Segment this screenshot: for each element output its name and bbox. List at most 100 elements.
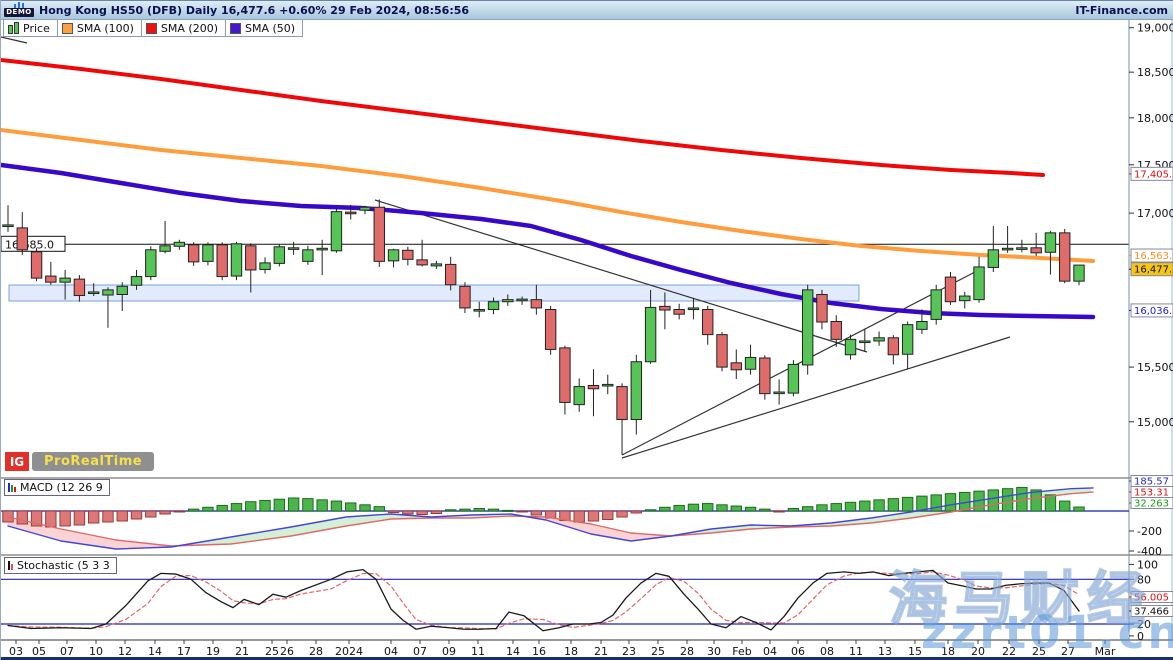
trendline[interactable]	[621, 336, 1011, 459]
candle	[887, 337, 900, 356]
candle	[687, 307, 700, 311]
candle	[901, 324, 914, 355]
macd-fill	[8, 517, 179, 549]
price-tag-label: 185.57	[1134, 477, 1169, 488]
date-label: 28	[680, 645, 694, 658]
macd-histogram-bar	[716, 504, 728, 512]
candle	[45, 275, 57, 283]
macd-histogram-bar	[744, 506, 757, 512]
macd-histogram-bar	[673, 504, 685, 512]
macd-histogram-bar	[587, 510, 600, 522]
date-label: Feb	[732, 645, 751, 658]
macd-histogram-bar	[230, 503, 243, 512]
sma200-layer	[1, 58, 1045, 177]
legend-sma100-button[interactable]: SMA (100)	[56, 19, 142, 37]
stochastic-tick-label: 0	[1137, 630, 1144, 643]
macd-histogram-bar	[859, 500, 871, 512]
price-tag-label: 17,405..	[1134, 169, 1173, 180]
candle	[759, 357, 771, 395]
macd-tick-label: -400	[1137, 545, 1162, 558]
macd-histogram-bar	[787, 508, 800, 512]
date-label: 06	[791, 645, 805, 658]
trendline[interactable]	[374, 199, 868, 353]
macd-histogram-bar	[487, 508, 500, 512]
sma50-line[interactable]	[1, 162, 1096, 320]
macd-histogram-bar	[287, 497, 300, 512]
macd-histogram-bar	[273, 498, 286, 512]
legend-price-button[interactable]: Price	[3, 19, 58, 37]
candle	[630, 361, 643, 421]
date-label: 25	[265, 645, 279, 658]
date-label: 04	[763, 645, 777, 658]
prorealtime-logo[interactable]: IG ProRealTime	[5, 452, 155, 471]
macd-histogram-bar	[502, 509, 514, 512]
macd-histogram-bar	[659, 506, 671, 512]
sma100-swatch-icon	[61, 22, 73, 34]
support-zone	[8, 284, 860, 302]
date-label: 21	[594, 645, 608, 658]
candle	[216, 244, 228, 278]
candle	[973, 266, 985, 301]
candle	[816, 293, 828, 323]
macd-histogram-bar	[1059, 500, 1071, 512]
date-label: 13	[878, 645, 892, 658]
macd-histogram-bar	[345, 502, 357, 512]
price-candle-icon	[8, 21, 19, 34]
date-label: 14	[506, 645, 520, 658]
price-tag-label: 56.005	[1134, 593, 1169, 604]
macd-histogram-bar	[116, 510, 128, 522]
legend-sma50-button[interactable]: SMA (50)	[225, 19, 304, 37]
date-label: 23	[622, 645, 636, 658]
candle	[487, 301, 500, 310]
candle	[30, 251, 43, 279]
sma100-line[interactable]	[1, 128, 1095, 263]
trendline[interactable]	[1, 36, 28, 44]
candle	[87, 291, 100, 295]
candle	[402, 249, 414, 260]
candle	[544, 308, 557, 350]
stochastic-panel-label[interactable]: Stochastic (5 3 3	[4, 557, 117, 574]
candle	[873, 337, 885, 342]
demo-badge: DEMO	[4, 2, 34, 17]
sma200-line[interactable]	[1, 58, 1045, 177]
macd-histogram-bar	[930, 494, 942, 512]
macd-histogram-bar	[616, 510, 628, 518]
candle	[530, 299, 543, 309]
macd-line[interactable]	[7, 487, 1094, 550]
date-label: 28	[309, 645, 323, 658]
macd-histogram-bar	[45, 510, 57, 528]
date-label: 19	[206, 645, 220, 658]
legend-row: Price SMA (100) SMA (200) SMA (50)	[3, 19, 304, 37]
macd-histogram-bar	[16, 510, 28, 525]
macd-signal-line[interactable]	[7, 491, 1094, 547]
macd-panel-label[interactable]: MACD (12 26 9	[4, 479, 110, 496]
date-label: 15	[908, 645, 922, 658]
candle	[287, 247, 300, 250]
macd-icon	[8, 483, 16, 492]
candle	[2, 224, 14, 228]
data-provider-link[interactable]: IT-Finance.com	[1075, 3, 1168, 17]
macd-histogram-bar	[1044, 494, 1057, 512]
candle	[744, 356, 757, 370]
trendline[interactable]	[621, 271, 976, 456]
price-tag-label: 37.466	[1134, 607, 1169, 618]
macd-histogram-bar	[944, 493, 957, 512]
candle	[59, 277, 71, 283]
macd-histogram-bar	[887, 498, 900, 512]
candle	[1001, 247, 1014, 251]
macd-histogram-bar	[687, 503, 700, 512]
date-label: 18	[941, 645, 955, 658]
candle	[516, 298, 528, 302]
date-label: Mar	[1095, 645, 1116, 658]
legend-sma50-label: SMA (50)	[245, 21, 296, 35]
stochastic-d-line[interactable]	[7, 571, 1080, 630]
macd-histogram-bar	[245, 501, 257, 512]
date-label: 27	[1061, 645, 1075, 658]
price-tick-label: 19,000	[1137, 22, 1173, 35]
date-label: 08	[820, 645, 834, 658]
stochastic-k-line[interactable]	[7, 568, 1080, 632]
sma200-swatch-icon	[145, 22, 157, 34]
macd-histogram-bar	[73, 510, 86, 526]
legend-sma200-button[interactable]: SMA (200)	[140, 19, 226, 37]
